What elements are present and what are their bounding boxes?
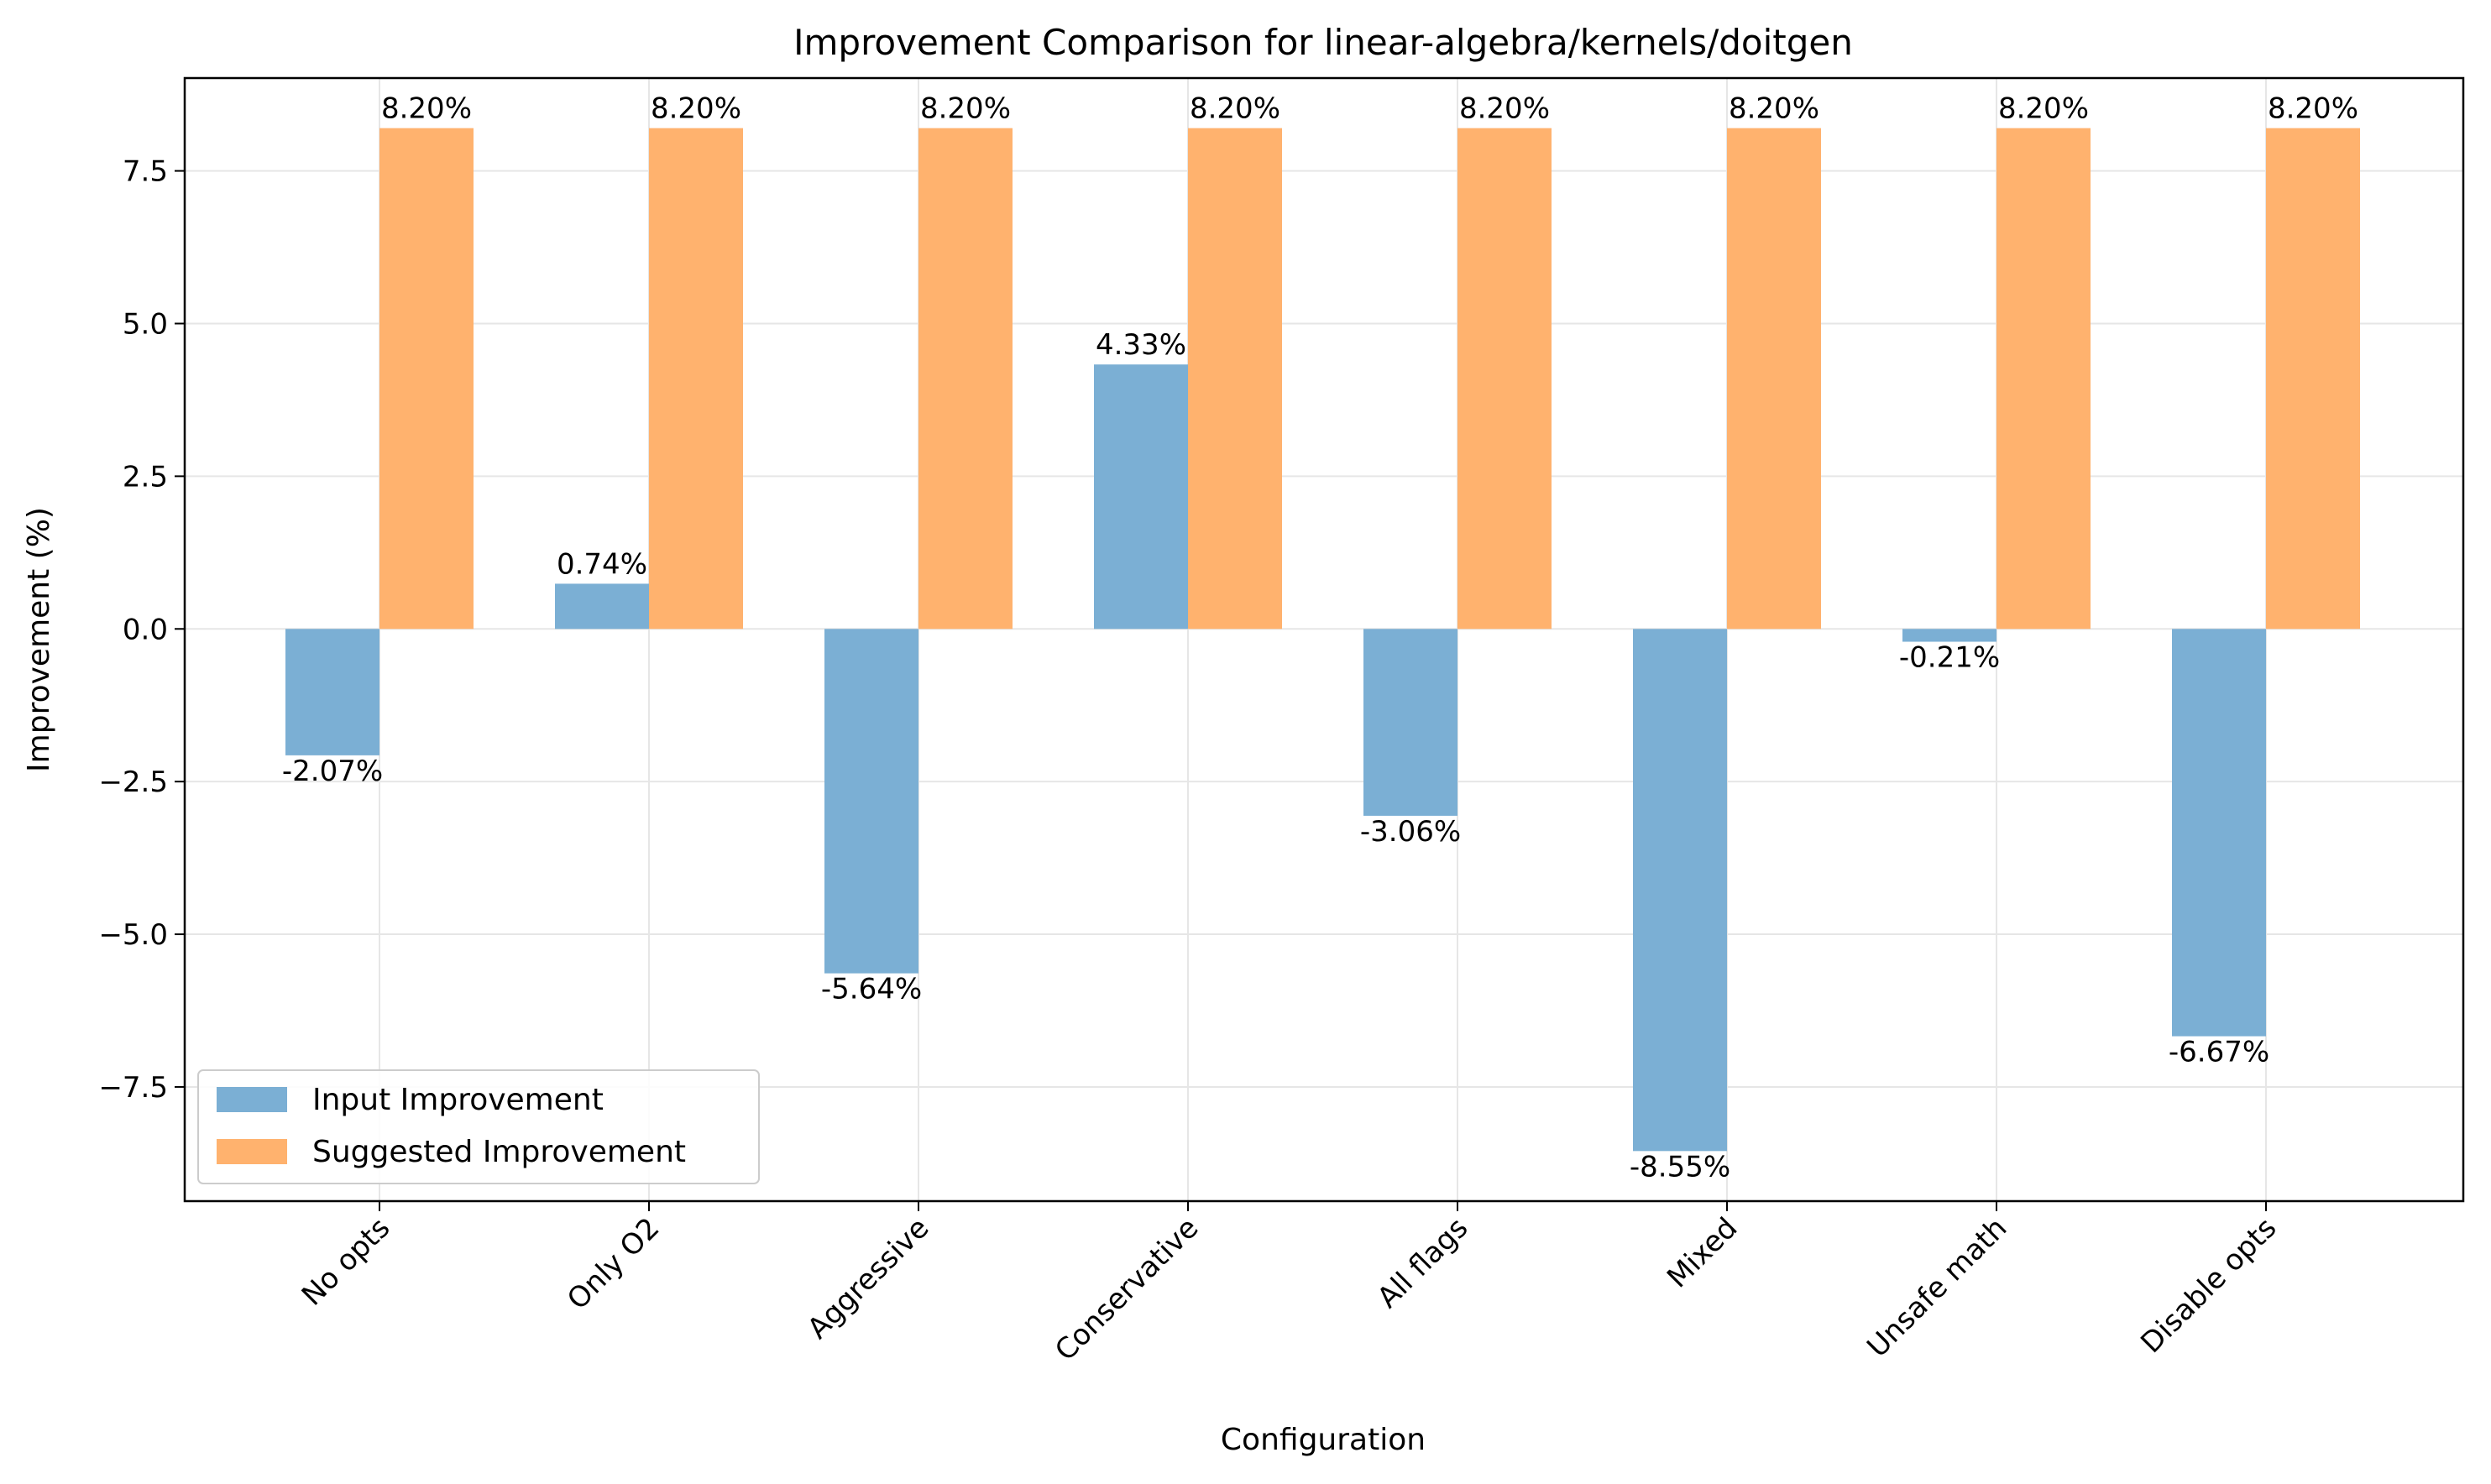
data-label: 4.33% — [1096, 328, 1186, 362]
x-tick-label: Aggressive — [801, 1211, 935, 1346]
x-tick-label: Unsafe math — [1860, 1211, 2013, 1364]
chart-title: Improvement Comparison for linear-algebr… — [793, 22, 1853, 63]
data-label: -3.06% — [1360, 815, 1461, 849]
legend: Input Improvement Suggested Improvement — [197, 1069, 760, 1184]
y-tick-label: 2.5 — [123, 460, 168, 494]
input-improvement-bar — [285, 629, 379, 755]
data-label: 8.20% — [1729, 92, 1819, 126]
data-label: -6.67% — [2169, 1036, 2269, 1069]
y-axis: −7.5 −5.0 −2.5 0.0 2.5 5.0 7.5 — [98, 155, 185, 1105]
y-tick-label: 5.0 — [123, 307, 168, 341]
x-tick-label: Conservative — [1049, 1211, 1205, 1367]
x-axis-label: Configuration — [1221, 1423, 1426, 1457]
input-improvement-bar — [2172, 629, 2266, 1037]
data-label: 8.20% — [920, 92, 1011, 126]
input-improvement-bar — [1902, 629, 1996, 642]
suggested-improvement-bar — [918, 128, 1013, 630]
plot-area-frame — [183, 76, 2465, 1203]
suggested-improvement-bar — [1727, 128, 1821, 630]
x-tick-label: Only O2 — [561, 1211, 666, 1316]
suggested-improvement-bar — [1996, 128, 2091, 630]
data-label: -5.64% — [821, 973, 922, 1006]
legend-entry-label: Suggested Improvement — [312, 1135, 686, 1169]
input-improvement-bar — [1094, 364, 1188, 630]
data-label: 8.20% — [1459, 92, 1550, 126]
suggested-improvement-bar — [2266, 128, 2360, 630]
input-improvement-bar — [1363, 629, 1457, 816]
suggested-improvement-bar — [379, 128, 474, 630]
grid — [185, 78, 2463, 1201]
x-axis: No opts Only O2 Aggressive Conservative All … — [296, 1201, 2283, 1367]
y-axis-label: Improvement (%) — [22, 507, 56, 772]
input-improvement-bar — [555, 583, 649, 630]
data-labels: -2.07% 0.74% -5.64% 4.33% -3.06% -8.55% -0.21%… — [282, 92, 2358, 1184]
suggested-improvement-bar — [1457, 128, 1552, 630]
y-tick-label: −5.0 — [98, 918, 168, 952]
y-tick-label: −7.5 — [98, 1071, 168, 1105]
legend-entry-label: Input Improvement — [312, 1083, 604, 1117]
legend-swatch — [217, 1087, 287, 1112]
data-label: -0.21% — [1899, 641, 2000, 675]
data-label: 8.20% — [381, 92, 472, 126]
x-tick-label: All flags — [1371, 1211, 1474, 1314]
data-label: 8.20% — [1998, 92, 2089, 126]
data-label: -2.07% — [282, 755, 383, 788]
x-tick-label: Disable opts — [2134, 1211, 2283, 1360]
legend-swatch — [217, 1139, 287, 1164]
suggested-improvement-bar — [1188, 128, 1282, 630]
data-label: 8.20% — [1190, 92, 1280, 126]
y-tick-label: −2.5 — [98, 766, 168, 799]
input-improvement-bar — [824, 629, 918, 974]
data-label: 0.74% — [557, 547, 647, 581]
data-label: -8.55% — [1630, 1150, 1730, 1184]
input-improvement-bar — [1633, 629, 1727, 1152]
data-label: 8.20% — [2268, 92, 2358, 126]
suggested-improvement-bar — [649, 128, 743, 630]
data-label: 8.20% — [651, 92, 741, 126]
x-tick-label: No opts — [296, 1211, 397, 1313]
y-tick-label: 7.5 — [123, 155, 168, 189]
bars — [285, 128, 2360, 1152]
x-tick-label: Mixed — [1661, 1211, 1744, 1294]
legend-box — [197, 1069, 760, 1184]
y-tick-label: 0.0 — [123, 613, 168, 646]
